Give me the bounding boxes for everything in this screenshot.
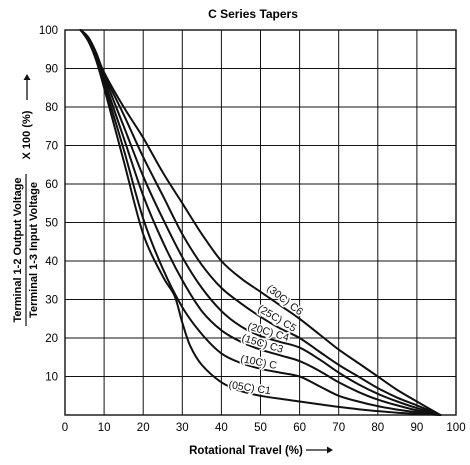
- x-tick-label: 60: [293, 422, 306, 434]
- series-line-2: [79, 29, 442, 416]
- y-tick-labels: 10 20 30 40 50 60 70 80 90 100: [39, 25, 58, 384]
- y-tick-label: 90: [45, 64, 58, 76]
- series-line-5: [79, 29, 442, 416]
- y-tick-label: 20: [45, 333, 58, 345]
- grid: [64, 29, 457, 416]
- chart-title: C Series Tapers: [208, 7, 298, 21]
- x-tick-label: 90: [411, 422, 424, 434]
- x-axis-title-group: Rotational Travel (%): [189, 445, 333, 457]
- x-axis-title: Rotational Travel (%): [189, 445, 303, 457]
- x-tick-label: 50: [254, 422, 267, 434]
- y-tick-label: 50: [45, 218, 58, 230]
- series-group: [79, 29, 442, 416]
- y-axis-title-group: Terminal 1-2 Output Voltage Terminal 1-3…: [12, 74, 40, 326]
- y-tick-label: 70: [45, 141, 58, 153]
- y-axis-title-multiplier: X 100 (%): [21, 110, 33, 159]
- plot-frame: [64, 29, 457, 416]
- series-line-4: [79, 29, 442, 416]
- x-tick-labels: 0 10 20 30 40 50 60 70 80 90 100: [62, 422, 466, 434]
- x-axis-arrow-head: [327, 446, 333, 454]
- series-line-3: [79, 29, 442, 416]
- y-tick-label: 30: [45, 295, 58, 307]
- y-tick-label: 100: [39, 25, 58, 37]
- x-tick-label: 0: [62, 422, 68, 434]
- y-axis-arrow-head: [23, 74, 31, 80]
- x-tick-label: 40: [215, 422, 228, 434]
- series-line-1: [79, 29, 442, 416]
- series-line-6: [79, 29, 442, 416]
- x-tick-label: 20: [137, 422, 150, 434]
- x-tick-label: 100: [446, 422, 465, 434]
- y-tick-label: 80: [45, 102, 58, 114]
- y-axis-title-denominator: Terminal 1-3 Input Voltage: [28, 182, 40, 318]
- x-tick-label: 10: [98, 422, 111, 434]
- x-tick-label: 30: [176, 422, 189, 434]
- y-tick-label: 10: [45, 372, 58, 384]
- x-tick-label: 80: [371, 422, 384, 434]
- y-tick-label: 40: [45, 256, 58, 268]
- y-tick-label: 60: [45, 179, 58, 191]
- y-axis-title-numerator: Terminal 1-2 Output Voltage: [12, 177, 24, 322]
- x-tick-label: 70: [332, 422, 345, 434]
